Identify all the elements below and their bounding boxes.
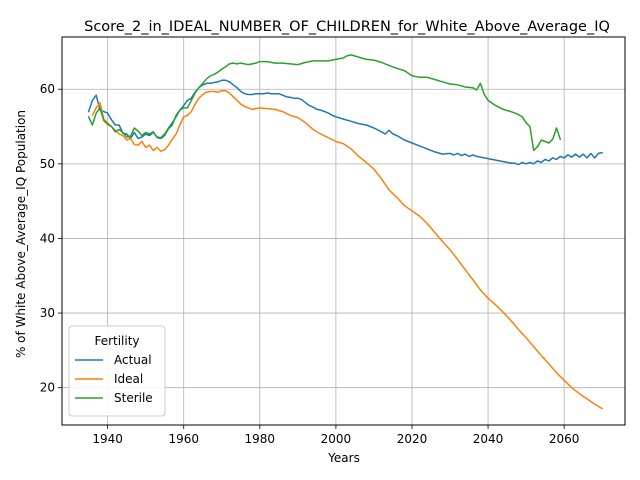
y-tick-label: 20 xyxy=(40,381,55,395)
legend-title: Fertility xyxy=(94,334,139,348)
legend-label-actual: Actual xyxy=(114,353,152,367)
x-tick-label: 2060 xyxy=(549,432,580,446)
x-tick-label: 1940 xyxy=(92,432,123,446)
series-line-sterile xyxy=(87,54,562,152)
plot-area-frame xyxy=(61,36,626,426)
series-line-actual xyxy=(87,79,603,166)
x-axis-label: Years xyxy=(327,451,360,465)
chart-title: Score_2_in_IDEAL_NUMBER_OF_CHILDREN_for_… xyxy=(84,19,610,35)
series-line-ideal xyxy=(91,89,603,410)
y-tick-label: 30 xyxy=(40,306,55,320)
legend-box xyxy=(68,325,166,417)
legend-entries: Actual Ideal Sterile xyxy=(75,353,153,405)
y-tick-label: 60 xyxy=(40,82,55,96)
x-tick-label: 2040 xyxy=(473,432,504,446)
x-tick-label: 2020 xyxy=(397,432,428,446)
legend-label-sterile: Sterile xyxy=(114,391,153,405)
y-tick-label: 40 xyxy=(40,231,55,245)
y-axis-label: % of White Above_Average_IQ Population xyxy=(14,110,28,358)
x-tick-label: 2000 xyxy=(321,432,352,446)
x-tick-label: 1980 xyxy=(245,432,276,446)
legend: Fertility Actual Ideal Sterile xyxy=(68,325,166,417)
axis-ticks: 1940 1960 1980 2000 2020 2040 2060 20 30 40 50 60 xyxy=(40,82,580,446)
x-tick-label: 1960 xyxy=(168,432,199,446)
y-tick-label: 50 xyxy=(40,157,55,171)
legend-label-ideal: Ideal xyxy=(114,372,143,386)
series-lines xyxy=(87,54,603,410)
